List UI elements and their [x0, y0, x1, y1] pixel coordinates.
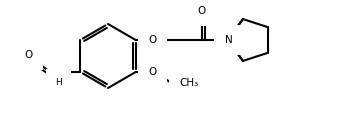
Text: CH₃: CH₃	[180, 78, 199, 88]
Text: O: O	[149, 35, 157, 45]
Text: O: O	[197, 6, 206, 16]
Text: N: N	[225, 35, 233, 45]
Text: H: H	[55, 78, 62, 87]
Text: O: O	[24, 50, 32, 60]
Text: O: O	[149, 67, 157, 77]
